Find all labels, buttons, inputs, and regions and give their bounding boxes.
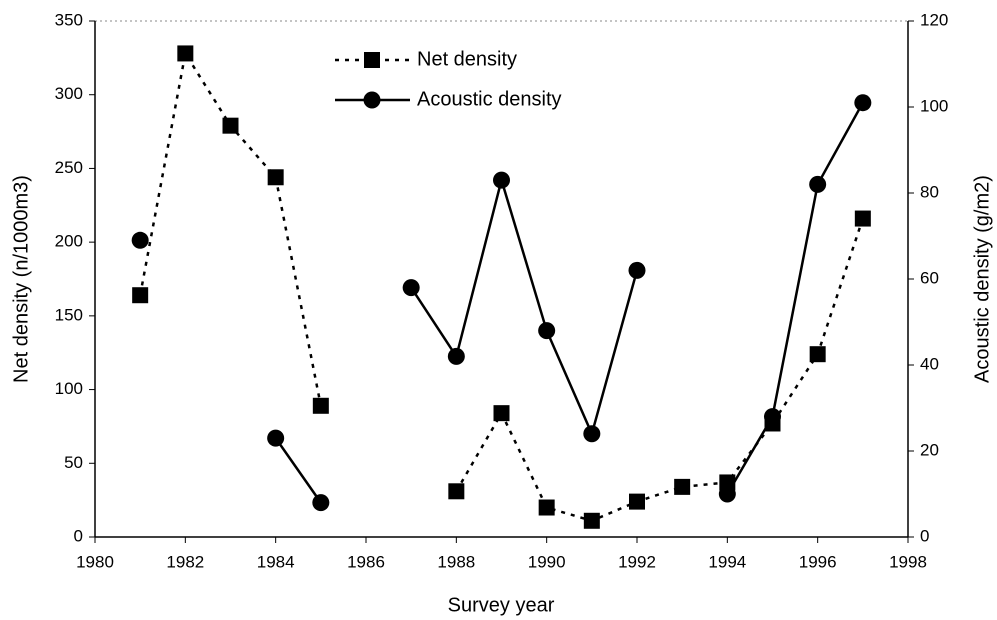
data-point (493, 405, 510, 422)
x-tick-label: 1992 (618, 552, 656, 571)
data-point (267, 429, 285, 447)
data-point (447, 347, 465, 365)
x-tick-label: 1986 (347, 552, 385, 571)
x-tick-label: 1980 (76, 552, 114, 571)
x-axis-title: Survey year (448, 594, 555, 616)
y2-axis-title: Acoustic density (g/m2) (971, 175, 993, 383)
data-point (809, 175, 827, 193)
y2-tick-label: 20 (920, 440, 939, 459)
y2-tick-label: 80 (920, 182, 939, 201)
y-tick-label: 100 (55, 379, 83, 398)
y2-tick-label: 0 (920, 526, 929, 545)
data-point (809, 346, 826, 363)
data-point (448, 483, 465, 500)
data-point (312, 397, 329, 414)
x-tick-label: 1990 (528, 552, 566, 571)
data-point (674, 478, 691, 495)
y-tick-label: 150 (55, 305, 83, 324)
y-tick-label: 350 (55, 10, 83, 29)
data-point (538, 322, 556, 340)
y2-tick-label: 120 (920, 10, 948, 29)
x-tick-label: 1982 (166, 552, 204, 571)
data-point (267, 169, 284, 186)
y-axis-title: Net density (n/1000m3) (10, 175, 32, 383)
x-tick-label: 1998 (889, 552, 927, 571)
y2-tick-label: 100 (920, 96, 948, 115)
legend-marker (363, 91, 381, 109)
data-point (538, 499, 555, 516)
legend-marker (364, 52, 380, 68)
data-point (177, 45, 194, 62)
y2-tick-label: 40 (920, 354, 939, 373)
y-tick-label: 50 (64, 453, 83, 472)
data-point (718, 485, 736, 503)
x-tick-label: 1988 (437, 552, 475, 571)
data-point (583, 425, 601, 443)
x-tick-label: 1996 (799, 552, 837, 571)
data-point (222, 117, 239, 134)
data-point (131, 231, 149, 249)
x-tick-label: 1994 (708, 552, 746, 571)
y-tick-label: 200 (55, 232, 83, 251)
y-tick-label: 0 (74, 526, 83, 545)
data-point (132, 287, 149, 304)
y-tick-label: 250 (55, 158, 83, 177)
legend-text: Net density (417, 48, 517, 70)
data-point (628, 261, 646, 279)
series-line (274, 102, 864, 504)
data-point (402, 279, 420, 297)
data-point (854, 94, 872, 112)
data-point (764, 408, 781, 426)
data-point (854, 210, 871, 227)
data-point (583, 512, 600, 529)
data-point (629, 493, 645, 510)
series-line (138, 50, 865, 523)
y-tick-label: 300 (55, 84, 83, 103)
y2-tick-label: 60 (920, 268, 939, 287)
x-tick-label: 1984 (257, 552, 295, 571)
data-point (312, 494, 330, 512)
legend-text: Acoustic density (417, 88, 562, 110)
data-point (493, 171, 510, 189)
